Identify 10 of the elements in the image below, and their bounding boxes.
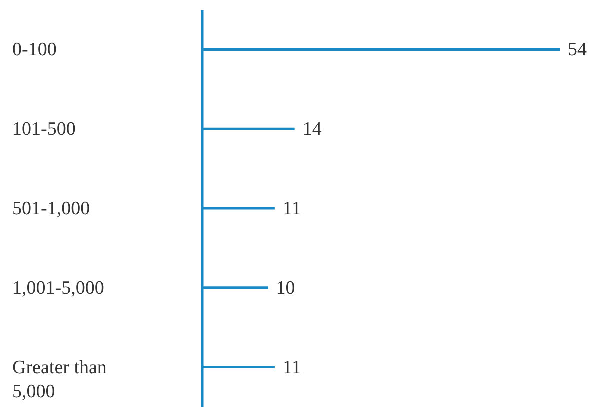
y-tick-label: 0-100 — [12, 40, 57, 61]
data-label: 10 — [276, 278, 296, 299]
y-tick-label: 101-500 — [12, 119, 76, 140]
data-label: 11 — [282, 357, 302, 378]
y-tick-label: 501-1,000 — [12, 198, 90, 220]
data-label: 14 — [302, 119, 322, 140]
y-tick-label: Greater than 5,000 — [12, 357, 108, 402]
data-label: 11 — [282, 198, 302, 220]
data-label: 54 — [568, 40, 588, 61]
y-tick-label: 1,001-5,000 — [12, 278, 104, 299]
